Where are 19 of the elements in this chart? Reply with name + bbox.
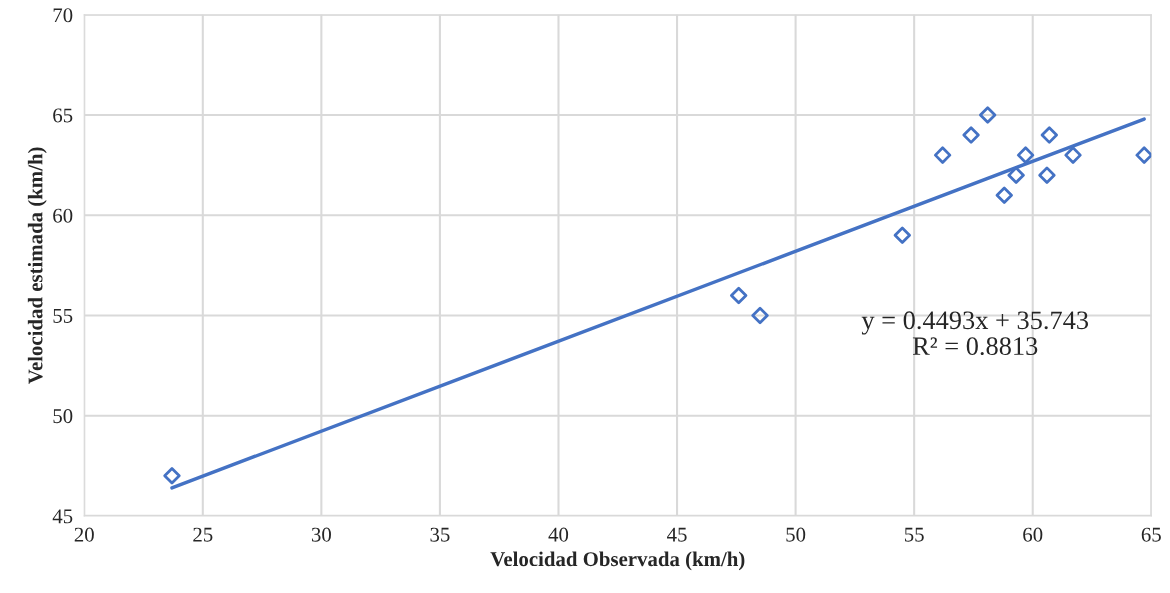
y-tick-label: 45 bbox=[52, 509, 73, 524]
x-tick-label: 40 bbox=[548, 527, 569, 542]
x-tick-label: 20 bbox=[74, 527, 94, 542]
x-tick-label: 25 bbox=[193, 527, 213, 542]
y-tick-label: 65 bbox=[53, 108, 73, 123]
y-tick-label: 60 bbox=[53, 208, 73, 223]
x-tick-label: 30 bbox=[311, 527, 331, 542]
x-tick-label: 55 bbox=[904, 527, 924, 542]
annotation: y = 0.4493x + 35.743 R² = 0.8813 bbox=[861, 311, 1089, 356]
y-tick-label: 70 bbox=[53, 8, 73, 23]
x-tick-label: 60 bbox=[1023, 527, 1043, 542]
y-tick-label: 55 bbox=[53, 309, 73, 323]
x-tick-label: 65 bbox=[1141, 527, 1161, 542]
x-tick-label: 35 bbox=[430, 527, 450, 542]
x-axis-title: Velocidad Observada (km/h) bbox=[490, 551, 745, 571]
y-axis-title: Velocidad estimada (km/h) bbox=[27, 147, 47, 384]
x-tick-label: 50 bbox=[786, 527, 806, 542]
y-tick-label: 50 bbox=[53, 409, 73, 424]
x-tick-label: 45 bbox=[667, 527, 687, 542]
